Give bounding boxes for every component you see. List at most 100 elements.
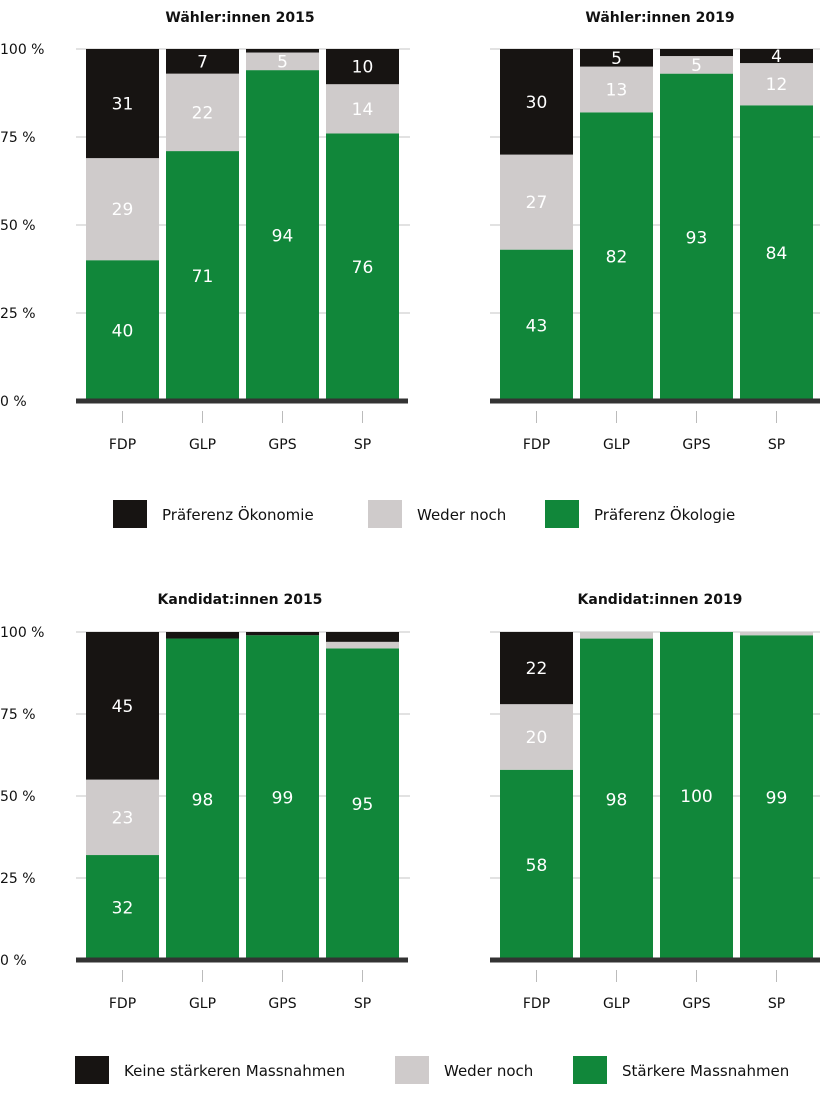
bar-value-label: 29: [112, 200, 134, 220]
bar-segment: [740, 49, 813, 64]
x-tick-label: GPS: [268, 996, 296, 1012]
bar-value-label: 99: [272, 789, 294, 809]
legend-voters: Präferenz Ökonomie Weder noch Präferenz Ök…: [113, 500, 735, 528]
bar-segment: [580, 638, 653, 960]
bar-segment: [166, 151, 239, 401]
x-tick-label: SP: [354, 996, 371, 1012]
x-tick-label: GLP: [603, 437, 630, 453]
y-tick-label: 100 %: [0, 625, 44, 641]
bar-segment: [740, 635, 813, 960]
bar-value-label: 43: [526, 316, 548, 336]
bar-segment: [326, 641, 399, 649]
bar-value-label: 10: [352, 58, 374, 78]
chart-panel-1: Wähler:innen 2015 100 % 75 % 50 % 25 % 0 % 40 2…: [0, 10, 410, 453]
legend-swatch: [395, 1056, 429, 1084]
bar-segment: [580, 632, 653, 639]
bar-segment: [500, 154, 573, 250]
legend-swatch: [573, 1056, 607, 1084]
bar-value-label: 98: [192, 790, 214, 810]
bar-segment: [86, 632, 159, 780]
bar-segment: [86, 158, 159, 261]
x-tick-label: GPS: [682, 996, 710, 1012]
x-tick-label: FDP: [109, 437, 136, 453]
x-tick-label: FDP: [523, 437, 550, 453]
bar-value-label: 23: [112, 808, 134, 828]
chart-title: Kandidat:innen 2019: [578, 592, 743, 608]
y-tick-label: 25 %: [0, 306, 36, 322]
bar-segment: [326, 84, 399, 134]
y-tick-label: 50 %: [0, 789, 36, 805]
legend-label: Weder noch: [444, 1062, 533, 1080]
y-tick-label: 75 %: [0, 130, 36, 146]
bar-value-label: 20: [526, 728, 548, 748]
bar-value-label: 32: [112, 899, 134, 919]
bar-segment: [166, 49, 239, 74]
legend-candidates: Keine stärkeren Massnahmen Weder noch Stär…: [75, 1056, 789, 1084]
x-tick-label: GLP: [189, 437, 216, 453]
x-tick-label: GPS: [268, 437, 296, 453]
legend-label: Keine stärkeren Massnahmen: [124, 1062, 345, 1080]
bar-segment: [246, 70, 319, 402]
bar-value-label: 94: [272, 227, 294, 247]
bar-segment: [166, 632, 239, 639]
bar-value-label: 100: [680, 787, 712, 807]
legend-label: Präferenz Ökologie: [594, 505, 735, 524]
bar-value-label: 71: [192, 267, 214, 287]
chart-title: Wähler:innen 2015: [165, 10, 314, 26]
bar-segment: [660, 632, 733, 960]
bar-segment: [246, 52, 319, 71]
bar-segment: [246, 49, 319, 53]
y-tick-label: 50 %: [0, 218, 36, 234]
bar-value-label: 30: [526, 93, 548, 113]
bar-segment: [580, 112, 653, 402]
y-tick-label: 0 %: [0, 394, 27, 410]
bar-value-label: 22: [192, 103, 214, 123]
bar-segment: [500, 769, 573, 960]
x-tick-label: FDP: [109, 996, 136, 1012]
legend-label: Stärkere Massnahmen: [622, 1062, 789, 1080]
bar-value-label: 99: [766, 789, 788, 809]
chart-title: Wähler:innen 2019: [585, 10, 734, 26]
bar-segment: [86, 49, 159, 159]
chart-title: Kandidat:innen 2015: [158, 592, 323, 608]
x-tick-label: FDP: [523, 996, 550, 1012]
legend-swatch: [368, 500, 402, 528]
y-tick-label: 75 %: [0, 707, 36, 723]
bar-segment: [326, 133, 399, 402]
bar-segment: [86, 260, 159, 401]
bar-value-label: 12: [766, 75, 788, 95]
x-tick-label: GLP: [603, 996, 630, 1012]
bar-segment: [500, 632, 573, 705]
bar-segment: [326, 49, 399, 85]
bar-value-label: 82: [606, 248, 628, 268]
bar-segment: [326, 632, 399, 642]
bar-value-label: 5: [277, 52, 288, 72]
y-tick-label: 25 %: [0, 871, 36, 887]
bar-value-label: 76: [352, 258, 374, 278]
bar-segment: [660, 73, 733, 401]
y-tick-label: 100 %: [0, 42, 44, 58]
legend-swatch: [75, 1056, 109, 1084]
bar-segment: [86, 855, 159, 960]
bar-segment: [500, 249, 573, 401]
bar-segment: [740, 632, 813, 636]
bar-value-label: 5: [611, 49, 622, 69]
legend-label: Präferenz Ökonomie: [162, 505, 314, 524]
bar-segment: [326, 648, 399, 960]
bar-segment: [86, 779, 159, 856]
x-tick-label: SP: [768, 437, 785, 453]
bar-segment: [740, 105, 813, 401]
bar-value-label: 95: [352, 795, 374, 815]
bar-segment: [660, 49, 733, 57]
bar-segment: [246, 632, 319, 636]
bar-value-label: 45: [112, 697, 134, 717]
bar-value-label: 4: [771, 47, 782, 67]
chart-panel-3: Kandidat:innen 2015 100 % 75 % 50 % 25 % 0 % 3…: [0, 592, 410, 1012]
bar-value-label: 31: [112, 95, 134, 115]
bar-value-label: 7: [197, 52, 208, 72]
bar-value-label: 40: [112, 322, 134, 342]
legend-swatch: [545, 500, 579, 528]
bar-value-label: 98: [606, 790, 628, 810]
